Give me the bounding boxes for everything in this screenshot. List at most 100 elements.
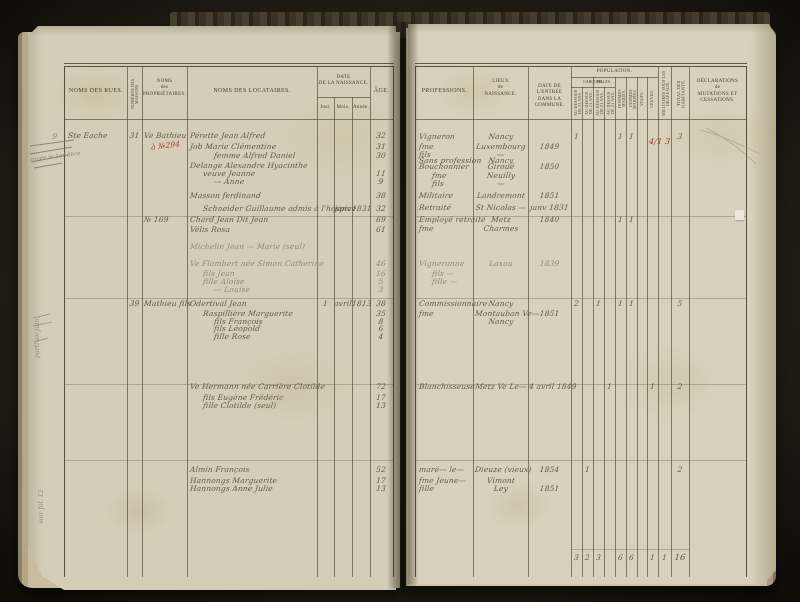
- entry-date: 1854: [539, 465, 560, 474]
- birth-month: janv: [334, 204, 352, 213]
- tenant-name: Michelin Jean — Marie (seul): [189, 242, 306, 251]
- row-separator: [65, 384, 393, 385]
- header-numeros-maisons: NUMÉROS DES MAISONS.: [130, 78, 139, 110]
- header-filles: FILLES.: [596, 79, 612, 84]
- column-divider: [370, 67, 371, 577]
- tenant-name: fille Rose: [213, 332, 252, 341]
- register-row: — Anne 9: [65, 177, 393, 188]
- header-age: ÂGE.: [373, 88, 390, 94]
- profession: Vigneron: [418, 132, 456, 141]
- header-locataires: NOMS DES LOCATAIRES.: [213, 88, 291, 94]
- register-row: Ste Eache 31 Ve Bathieu Pérette Jean Alf…: [65, 131, 393, 142]
- register-row: Nancy: [416, 317, 746, 328]
- tenant-name: femme Alfred Daniel: [213, 151, 296, 160]
- birthplace: Ley: [493, 484, 509, 493]
- tenant-name: Pérette Jean Alfred: [189, 131, 266, 140]
- tenant-name: Schneider Guillaume admis à l'hospice: [202, 204, 357, 213]
- tenant-name: fille Clotilde (seul): [202, 401, 277, 410]
- header-veuves: VEUVES.: [649, 89, 654, 108]
- entry-date: janv 1831: [529, 203, 570, 212]
- header-veufs: VEUFS.: [639, 91, 644, 106]
- total-habitants: 2: [677, 382, 683, 391]
- date-sub-rule: [317, 97, 370, 98]
- book-gutter-shadow: [388, 22, 418, 588]
- red-population-marks: 4/1 3: [648, 137, 671, 146]
- header-femmes-mariees: FEMMES MARIÉES.: [628, 88, 637, 109]
- header-filles-dessus: AU DESSUS DE 21 ANS.: [606, 91, 615, 115]
- column-divider: [187, 67, 188, 577]
- margin-vertical-note: voir fol. 12: [38, 489, 45, 524]
- column-divider: [334, 97, 335, 577]
- header-militaires: MILITAIRES SOUS LES DRAPEAUX.: [661, 70, 670, 117]
- birthplace: Metz: [490, 215, 512, 224]
- birthplace: Landremont: [476, 191, 526, 200]
- column-divider: [473, 67, 474, 577]
- column-divider: [615, 77, 616, 577]
- entry-date: 1851: [539, 484, 560, 493]
- total-habitants-sum: 16: [673, 553, 687, 563]
- pop-femmes-mariees: 1: [628, 299, 635, 308]
- row-separator: [65, 216, 393, 217]
- register-row: Militaire Landremont 1851: [416, 191, 746, 202]
- column-divider: [637, 77, 638, 577]
- header-mois: Mois.: [336, 105, 350, 110]
- profession: Retraité: [418, 203, 452, 212]
- register-row: fme Charmes: [416, 224, 746, 235]
- header-rule: [416, 119, 746, 120]
- profession: Blanchisseuse: [418, 382, 476, 391]
- column-divider: [352, 97, 353, 577]
- profession: Bouchonnier: [418, 162, 470, 171]
- total-filles-moins21: 3: [595, 553, 602, 562]
- header-hommes-maries: HOMMES MARIÉS.: [617, 89, 626, 108]
- birthplace: Metz Ve Le—: [474, 382, 528, 391]
- profession: Commissionnaire: [418, 299, 488, 308]
- total-militaires: 1: [661, 553, 668, 562]
- profession: fille —: [431, 277, 458, 286]
- register-row: fille —: [416, 277, 746, 288]
- profession: maré— le—: [418, 465, 465, 474]
- birthplace: Charmes: [482, 224, 520, 233]
- profession: Vigneronne: [418, 259, 465, 268]
- birth-month: avril: [333, 299, 353, 308]
- pop-veuves: 1: [649, 382, 656, 391]
- birthplace: St Nicolas —: [475, 203, 527, 212]
- population-group-rule: [571, 77, 658, 78]
- tenant-name: Ve Hermann née Carrière Clotilde: [189, 382, 326, 391]
- header-annee: Année.: [352, 105, 370, 110]
- totals-rule: [571, 549, 689, 550]
- column-divider: [127, 67, 128, 577]
- row-separator: [416, 216, 746, 217]
- header-noms-rues: NOMS DES RUES.: [68, 88, 124, 94]
- register-row: fille Clotilde (seul) 13: [65, 401, 393, 412]
- header-proprietaires: NOMS des PROPRIÉTAIRES.: [142, 79, 187, 97]
- margin-scribble: [30, 312, 56, 352]
- column-divider: [317, 67, 318, 577]
- row-separator: [416, 384, 746, 385]
- register-row: Almin François 52: [65, 465, 393, 476]
- header-garcons: GARÇONS.: [582, 79, 604, 84]
- header-professions: PROFESSIONS.: [421, 88, 468, 94]
- header-population: POPULATION.: [596, 69, 633, 74]
- pop-filles-moins21: 1: [595, 299, 602, 308]
- row-separator: [65, 460, 393, 461]
- column-divider: [689, 67, 690, 577]
- column-divider: [647, 77, 648, 577]
- register-row: Masson ferdinand 38: [65, 191, 393, 202]
- entry-date: 1839: [539, 259, 560, 268]
- page-tab-sticker: [735, 210, 744, 220]
- birthplace: —: [496, 179, 506, 188]
- register-row: — Louise 3: [65, 285, 393, 296]
- birth-year: 1831: [351, 204, 373, 213]
- header-filles-dessous: AU DESSOUS DE 21 ANS.: [595, 89, 604, 117]
- tenant-name: Odertival Jean: [189, 299, 248, 308]
- entry-date: 4 avril 1849: [528, 382, 578, 391]
- header-date-entree: DATE DE L'ENTRÉE DANS LA COMMUNE.: [534, 84, 565, 108]
- birthplace: Laxou: [488, 259, 514, 268]
- register-row: Schneider Guillaume admis à l'hospice ja…: [65, 204, 393, 215]
- profession: fme: [418, 224, 435, 233]
- right-page: PROFESSIONS. LIEUX de NAISSANCE. DATE DE…: [408, 24, 776, 584]
- birthplace: Nancy: [487, 299, 515, 308]
- pop-filles-plus21: 1: [606, 382, 613, 391]
- proprietor-name: Ve Bathieu: [143, 131, 188, 140]
- house-number: 31: [129, 131, 140, 140]
